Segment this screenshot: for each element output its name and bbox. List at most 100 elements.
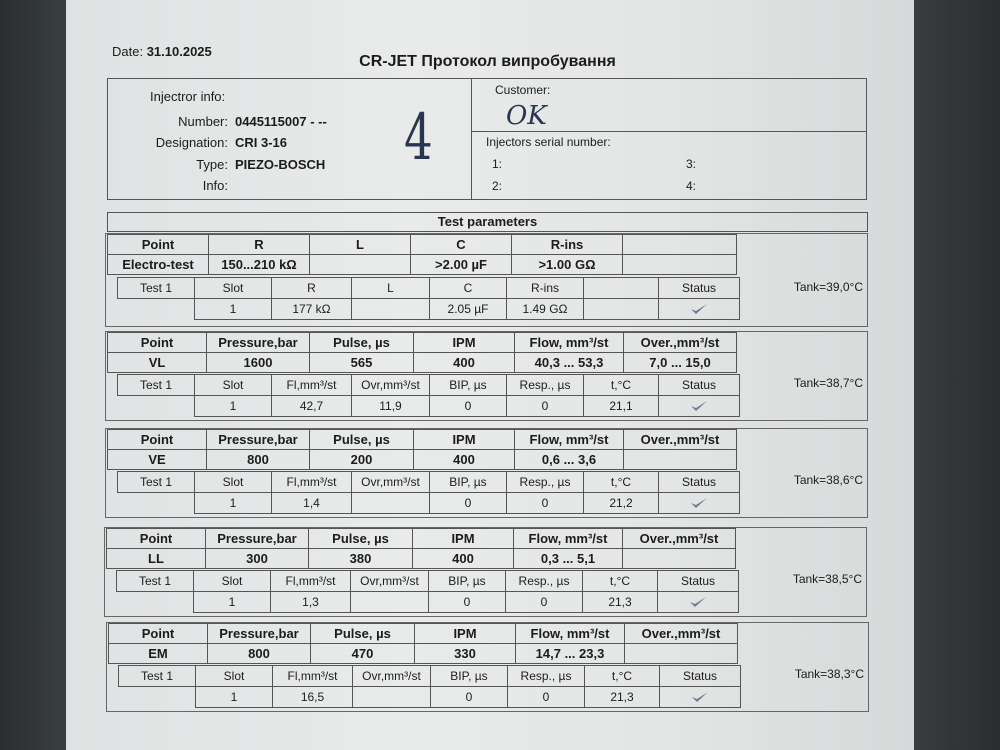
result-value-0 <box>118 493 195 514</box>
number-label: Number: <box>178 114 228 129</box>
checkmark-icon <box>691 498 707 509</box>
result-values-row: 1 42,7 11,9 0 0 21,1 <box>118 395 740 417</box>
checkmark-shape <box>691 498 707 509</box>
tank-temperature: Tank=38,6°C <box>793 473 863 487</box>
checkmark-shape <box>692 692 708 703</box>
spec-value-3: >2.00 µF <box>410 254 512 275</box>
result-header-6: t,°C <box>583 471 659 493</box>
spec-value-3: 400 <box>413 352 515 373</box>
result-values-row: 1 16,5 0 0 21,3 <box>119 686 741 708</box>
result-value-3: 11,9 <box>351 395 430 417</box>
result-header-3: Ovr,mm³/st <box>351 471 430 493</box>
spec-value-5 <box>623 449 737 470</box>
result-header-5: Resp., µs <box>506 374 584 396</box>
result-value-4: 0 <box>428 591 506 613</box>
spec-header-0: Point <box>106 528 206 549</box>
result-value-5: 0 <box>506 395 584 417</box>
result-header-4: BIP, µs <box>429 374 507 396</box>
result-header-6: t,°C <box>583 374 659 396</box>
type-value: PIEZO-BOSCH <box>235 157 326 172</box>
result-values-row: 1 177 kΩ 2.05 µF 1.49 GΩ <box>118 298 740 320</box>
result-value-0 <box>118 396 195 417</box>
date-value: 31.10.2025 <box>146 44 212 59</box>
spec-value-5: 7,0 ... 15,0 <box>623 352 737 373</box>
result-value-6: 21,2 <box>583 492 659 514</box>
spec-value-5 <box>622 254 737 275</box>
result-value-1: 1 <box>194 395 272 417</box>
spec-header-4: Flow, mm³/st <box>513 528 623 549</box>
spec-header-row: Point Pressure,bar Pulse, µs IPM Flow, mm³/s… <box>107 332 737 353</box>
result-value-2: 1,4 <box>271 492 352 514</box>
test-block-vl: Point Pressure,bar Pulse, µs IPM Flow, mm³/s… <box>105 331 868 421</box>
result-table: Test 1 Slot Fl,mm³/st Ovr,mm³/st BIP, µs Resp… <box>117 374 740 417</box>
info-label: Info: <box>202 178 228 193</box>
result-header-5: R-ins <box>506 277 584 299</box>
status-cell <box>658 395 740 417</box>
result-value-4: 0 <box>429 395 507 417</box>
spec-table: Point Pressure,bar Pulse, µs IPM Flow, mm³/s… <box>106 528 736 569</box>
status-cell <box>659 686 741 708</box>
spec-value-5 <box>622 548 736 569</box>
result-values-row: 1 1,3 0 0 21,3 <box>117 591 739 613</box>
result-header-row: Test 1 Slot Fl,mm³/st Ovr,mm³/st BIP, µs Resp… <box>117 471 740 493</box>
result-header-7: Status <box>659 665 741 687</box>
result-header-6: t,°C <box>582 570 658 592</box>
result-header-1: Slot <box>195 665 273 687</box>
result-table: Test 1 Slot Fl,mm³/st Ovr,mm³/st BIP, µs Resp… <box>118 665 741 708</box>
spec-values-row: Electro-test 150...210 kΩ >2.00 µF >1.00 GΩ <box>107 254 737 275</box>
spec-table: Point Pressure,bar Pulse, µs IPM Flow, mm³/s… <box>108 623 738 664</box>
tank-temperature: Tank=38,3°C <box>794 667 864 681</box>
result-value-5: 0 <box>506 492 584 514</box>
date: Date: 31.10.2025 <box>112 44 212 59</box>
spec-value-2: 200 <box>309 449 414 470</box>
checkmark-icon <box>692 692 708 703</box>
spec-header-2: Pulse, µs <box>309 332 414 353</box>
result-header-1: Slot <box>194 374 272 396</box>
result-table: Test 1 Slot R L C R-ins Status 1 177 kΩ 2.05 µF 1.… <box>117 277 740 320</box>
result-value-1: 1 <box>194 492 272 514</box>
result-header-1: Slot <box>194 277 272 299</box>
checkmark-icon <box>690 597 706 608</box>
result-header-4: BIP, µs <box>429 471 507 493</box>
spec-value-2 <box>309 254 411 275</box>
result-header-4: BIP, µs <box>428 570 506 592</box>
result-header-5: Resp., µs <box>507 665 585 687</box>
result-value-6 <box>583 298 659 320</box>
spec-value-1: 300 <box>205 548 309 569</box>
result-value-2: 177 kΩ <box>271 298 352 320</box>
spec-value-0: Electro-test <box>107 254 209 275</box>
spec-header-5: Over.,mm³/st <box>623 332 737 353</box>
test-block-em: Point Pressure,bar Pulse, µs IPM Flow, mm³/s… <box>106 622 869 712</box>
spec-table: Point R L C R-ins Electro-test 150...210 kΩ >2.… <box>107 234 737 275</box>
designation-label: Designation: <box>155 135 228 150</box>
result-header-7: Status <box>658 374 740 396</box>
spec-header-0: Point <box>107 234 209 255</box>
spec-values-row: LL 300 380 400 0,3 ... 5,1 <box>106 548 736 569</box>
spec-header-row: Point Pressure,bar Pulse, µs IPM Flow, mm³/s… <box>108 623 738 644</box>
result-value-1: 1 <box>194 298 272 320</box>
result-header-0: Test 1 <box>117 374 195 396</box>
result-value-1: 1 <box>193 591 271 613</box>
checkmark-icon <box>691 304 707 315</box>
spec-value-1: 800 <box>207 643 311 664</box>
status-cell <box>658 492 740 514</box>
spec-header-1: Pressure,bar <box>205 528 309 549</box>
result-header-1: Slot <box>193 570 271 592</box>
result-values-row: 1 1,4 0 0 21,2 <box>118 492 740 514</box>
customer-label: Customer: <box>495 83 551 97</box>
spec-table: Point Pressure,bar Pulse, µs IPM Flow, mm³/s… <box>107 332 737 373</box>
result-header-7: Status <box>658 277 740 299</box>
spec-value-0: LL <box>106 548 206 569</box>
result-value-0 <box>119 687 196 708</box>
spec-values-row: VE 800 200 400 0,6 ... 3,6 <box>107 449 737 470</box>
checkmark-icon <box>691 401 707 412</box>
result-value-6: 21,3 <box>582 591 658 613</box>
spec-header-0: Point <box>107 332 207 353</box>
spec-value-0: EM <box>108 643 208 664</box>
spec-value-0: VL <box>107 352 207 373</box>
spec-header-5: Over.,mm³/st <box>624 623 738 644</box>
checkmark-shape <box>691 401 707 412</box>
result-header-3: Ovr,mm³/st <box>351 374 430 396</box>
spec-value-3: 400 <box>413 449 515 470</box>
result-header-3: L <box>351 277 430 299</box>
